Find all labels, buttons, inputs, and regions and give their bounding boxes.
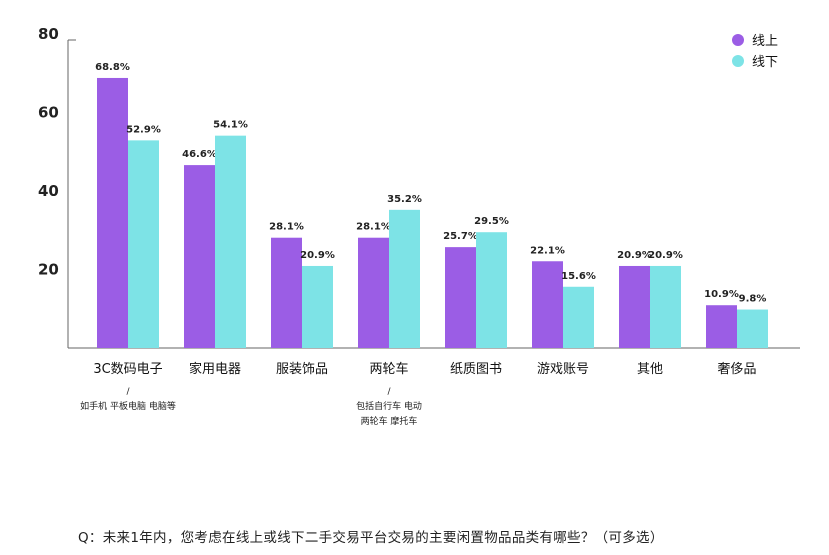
y-tick-label: 80 bbox=[38, 25, 59, 43]
bar-offline bbox=[737, 309, 768, 348]
data-label: 9.8% bbox=[739, 294, 767, 305]
y-tick-label: 20 bbox=[38, 261, 59, 279]
bar-offline bbox=[563, 286, 594, 348]
bar-online bbox=[445, 247, 476, 348]
category-label: 纸质图书 bbox=[450, 362, 502, 377]
data-label: 15.6% bbox=[561, 271, 596, 282]
category-label: 两轮车 bbox=[369, 361, 408, 377]
category-note: 包括自行车 电动 bbox=[356, 400, 422, 412]
bar-online bbox=[97, 77, 128, 349]
legend-label: 线下 bbox=[752, 55, 778, 70]
data-label: 54.1% bbox=[213, 120, 248, 131]
data-label: 20.9% bbox=[300, 250, 335, 261]
data-label: 28.1% bbox=[269, 222, 304, 233]
category-label: 服装饰品 bbox=[276, 362, 328, 377]
data-label: 29.5% bbox=[474, 216, 509, 227]
category-note: 两轮车 摩托车 bbox=[361, 415, 418, 427]
bar-offline bbox=[128, 140, 159, 348]
category-note: 如手机 平板电脑 电脑等 bbox=[80, 400, 176, 412]
bar-offline bbox=[215, 135, 246, 348]
category-label: 奢侈品 bbox=[717, 362, 756, 377]
category-label: 游戏账号 bbox=[537, 362, 589, 377]
data-label: 20.9% bbox=[617, 250, 652, 261]
data-label: 28.1% bbox=[356, 222, 391, 233]
bar-online bbox=[706, 305, 737, 348]
legend-swatch bbox=[732, 55, 744, 67]
category-label: 家用电器 bbox=[189, 361, 241, 377]
bar-online bbox=[619, 265, 650, 348]
data-label: 52.9% bbox=[126, 124, 161, 135]
y-tick-label: 40 bbox=[38, 182, 59, 200]
data-label: 68.8% bbox=[95, 62, 130, 73]
bar-online bbox=[271, 237, 302, 348]
bar-offline bbox=[302, 265, 333, 348]
y-tick-label: 60 bbox=[38, 104, 59, 122]
bar-online bbox=[184, 165, 215, 348]
category-note: / bbox=[126, 387, 130, 397]
bar-online bbox=[358, 237, 389, 348]
data-label: 10.9% bbox=[704, 289, 739, 300]
survey-question: Q：未来1年内，您考虑在线上或线下二手交易平台交易的主要闲置物品品类有哪些？（可… bbox=[78, 530, 664, 546]
bar-offline bbox=[476, 232, 507, 348]
data-label: 22.1% bbox=[530, 245, 565, 256]
bar-online bbox=[532, 261, 563, 348]
legend-label: 线上 bbox=[752, 34, 778, 49]
data-label: 46.6% bbox=[182, 149, 217, 160]
data-label: 25.7% bbox=[443, 231, 478, 242]
category-label: 3C数码电子 bbox=[93, 362, 162, 377]
legend-swatch bbox=[732, 34, 744, 46]
category-label: 其他 bbox=[637, 362, 663, 377]
bar-offline bbox=[389, 209, 420, 348]
data-label: 20.9% bbox=[648, 250, 683, 261]
category-note: / bbox=[387, 387, 391, 397]
bar-offline bbox=[650, 265, 681, 348]
data-label: 35.2% bbox=[387, 194, 422, 205]
